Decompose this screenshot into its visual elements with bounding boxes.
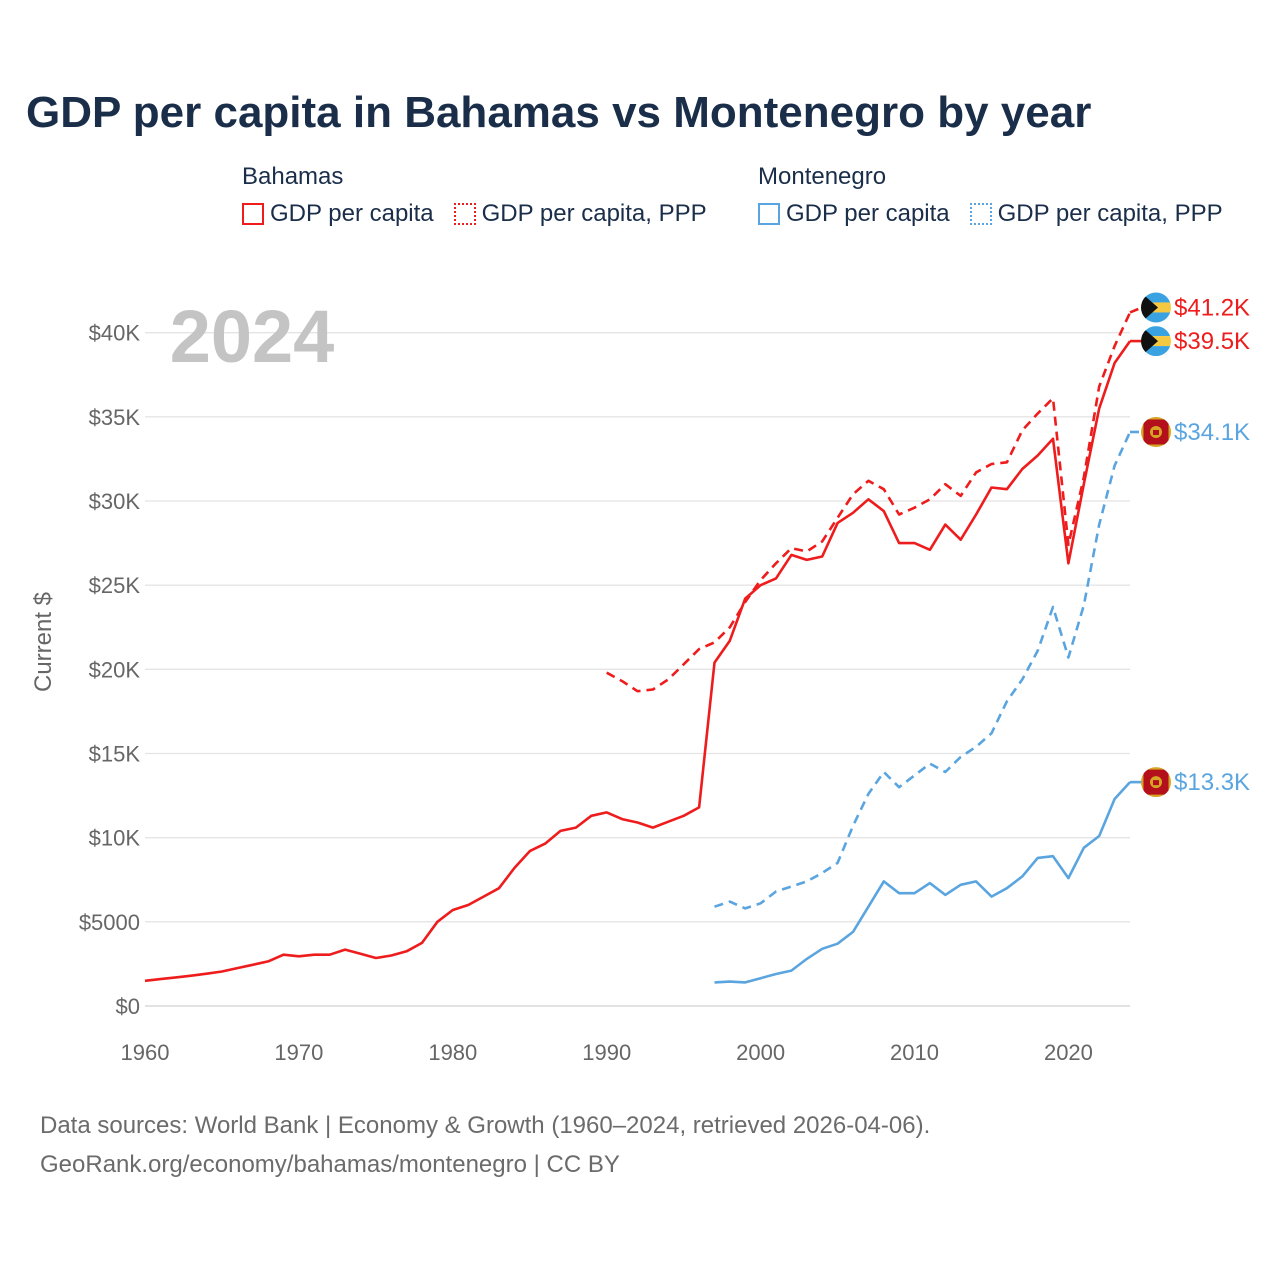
bahamas-flag-icon <box>1141 326 1171 357</box>
legend-group-bahamas: Bahamas GDP per capita GDP per capita, P… <box>242 160 707 234</box>
grid-lines <box>145 332 1130 1007</box>
dotted-swatch-icon <box>453 203 476 225</box>
y-tick-label: $5000 <box>79 910 140 935</box>
end-value-label: $39.5K <box>1174 328 1250 355</box>
y-tick-label: $35K <box>89 405 141 430</box>
y-tick-label: $15K <box>89 742 141 767</box>
x-tick-label: 1970 <box>274 1040 323 1065</box>
legend-country-montenegro: Montenegro <box>758 163 887 190</box>
end-value-label: $41.2K <box>1174 294 1250 321</box>
end-value-label: $34.1K <box>1174 419 1250 446</box>
solid-swatch-icon <box>242 203 264 225</box>
y-tick-label: $20K <box>89 657 141 682</box>
x-tick-label: 1980 <box>428 1040 477 1065</box>
legend-label: GDP per capita <box>270 200 434 227</box>
y-tick-label: $25K <box>89 573 141 598</box>
series-line-bahamas-ppp <box>606 311 1132 693</box>
legend-label: GDP per capita, PPP <box>481 200 707 227</box>
x-tick-label: 2020 <box>1044 1040 1093 1065</box>
chart-area: 2024 Current $ $0 $5000 $10K $15K $20K $25K $3… <box>30 292 1250 1065</box>
legend-item-montenegro-gdp-ppp[interactable]: GDP per capita, PPP <box>969 200 1223 228</box>
solid-swatch-icon <box>758 203 780 225</box>
x-tick-label: 1960 <box>121 1040 170 1065</box>
footer: Data sources: World Bank | Economy & Gro… <box>40 1106 930 1184</box>
legend-item-montenegro-gdp[interactable]: GDP per capita <box>758 200 950 228</box>
legend-item-bahamas-gdp-ppp[interactable]: GDP per capita, PPP <box>453 200 707 228</box>
footer-sources: Data sources: World Bank | Economy & Gro… <box>40 1112 931 1139</box>
legend-label: GDP per capita <box>786 200 950 227</box>
y-axis-label: Current $ <box>30 592 57 692</box>
montenegro-flag-icon <box>1141 416 1171 447</box>
bahamas-flag-icon <box>1141 292 1171 323</box>
end-connector <box>1129 306 1143 314</box>
footer-link[interactable]: GeoRank.org/economy/bahamas/montenegro |… <box>40 1151 620 1178</box>
x-tick-label: 2010 <box>890 1040 939 1065</box>
legend-group-montenegro: Montenegro GDP per capita GDP per capita… <box>758 160 1223 234</box>
end-labels: $41.2K $39.5K $34.1K $13.3K <box>1129 292 1250 798</box>
x-tick-label: 2000 <box>736 1040 785 1065</box>
y-tick-label: $10K <box>89 826 141 851</box>
series-line-montenegro <box>714 781 1131 984</box>
x-tick-label: 1990 <box>582 1040 631 1065</box>
montenegro-flag-icon <box>1141 767 1171 798</box>
series-layer <box>144 311 1132 984</box>
year-watermark: 2024 <box>170 295 335 378</box>
y-tick-label: $40K <box>89 321 141 346</box>
legend-item-bahamas-gdp[interactable]: GDP per capita <box>242 200 434 228</box>
y-tick-label: $30K <box>89 489 141 514</box>
y-axis: $0 $5000 $10K $15K $20K $25K $30K $35K $40K <box>79 321 141 1019</box>
series-line-montenegro-ppp <box>714 431 1132 910</box>
legend-country-bahamas: Bahamas <box>242 163 344 190</box>
series-line-bahamas <box>144 340 1132 983</box>
legend-label: GDP per capita, PPP <box>997 200 1223 227</box>
dotted-swatch-icon <box>969 203 992 225</box>
end-value-label: $13.3K <box>1174 769 1250 796</box>
chart-title: GDP per capita in Bahamas vs Montenegro … <box>26 88 1092 137</box>
x-axis: 1960 1970 1980 1990 2000 2010 2020 <box>121 1040 1093 1065</box>
y-tick-label: $0 <box>116 994 140 1019</box>
